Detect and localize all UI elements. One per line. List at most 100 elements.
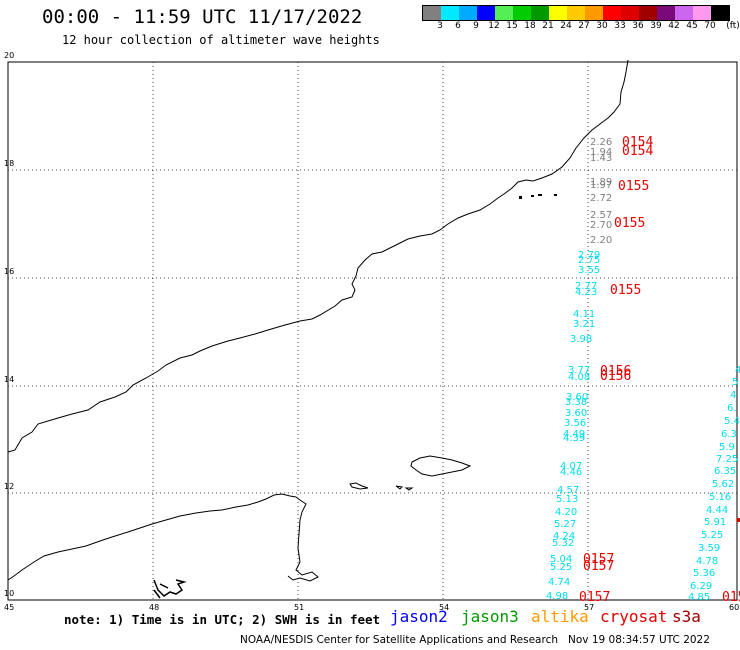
wave-height-value: 2.79 [578,250,600,261]
wave-height-value: 4.98 [546,591,568,602]
wave-height-value: 5.25 [701,530,723,541]
x-tick-label: 45 [4,603,14,612]
pass-time-label: 0154 [622,144,653,159]
y-tick-label: 16 [4,267,14,276]
y-tick-label: 12 [4,482,14,491]
legend-label: 30 [596,21,608,31]
legend-swatch [531,6,549,20]
wave-height-value: 2.75 [578,255,600,266]
island-small-2 [395,485,414,491]
legend-labels: 3 6 9 12 15 18 21 24 27 30 33 36 39 42 45 70 (ft) [422,21,740,33]
wave-height-value: 2.20 [590,235,612,246]
wave-height-value: 3.56 [564,418,586,429]
legend-label: 3 [437,21,443,31]
wave-height-value: 4.24 [553,531,575,542]
island-dot-4 [554,194,557,196]
map-grid [8,62,737,600]
legend-swatch [675,6,693,20]
island-large [410,455,472,477]
x-tick-label: 60 [729,603,739,612]
wave-height-value: 2.72 [590,193,612,204]
wave-height-value: 2.26 [590,137,612,148]
edge-marker [737,518,740,522]
legend-swatch [585,6,603,20]
legend-swatch [513,6,531,20]
pass-time-label: 0155 [618,179,649,194]
map-frame [7,61,738,601]
wave-height-value: 5.9 [719,442,735,453]
satellite-name: s3a [672,607,701,626]
legend-label: 24 [560,21,572,31]
southern-coastline [7,493,319,582]
satellite-name: altika [531,607,589,626]
wave-height-value: 5.32 [552,538,574,549]
legend-label: 12 [488,21,500,31]
legend-label: 9 [473,21,479,31]
wave-height-value: 5.62 [712,479,734,490]
legend-label: 39 [650,21,662,31]
wave-height-value: 6.29 [690,581,712,592]
wave-height-value: 6.3 [721,429,737,440]
legend-label: 33 [614,21,626,31]
wave-height-value: 7.25 [716,454,738,465]
legend-swatch [603,6,621,20]
legend-swatch [477,6,495,20]
legend-swatch [657,6,675,20]
legend-swatch [441,6,459,20]
wave-height-value: 5.25 [550,562,572,573]
wave-height-value: 5.04 [550,554,572,565]
legend-label: 42 [668,21,680,31]
wave-height-value: 4.44 [706,505,728,516]
wave-height-value: 4 [735,365,740,376]
wave-height-value: 1.89 [590,177,612,188]
legend-label: 70 [704,21,716,31]
map-title: 00:00 - 11:59 UTC 11/17/2022 [42,6,363,28]
wave-height-value: 4.74 [548,577,570,588]
satellite-name: jason2 [390,607,448,626]
legend-label: 45 [686,21,698,31]
island-dot-1 [519,196,522,199]
legend-swatch [423,6,441,20]
pass-time-label: 0155 [610,283,641,298]
x-tick-label: 48 [149,603,159,612]
pass-time-label: 0156 [600,369,631,384]
credit-timestamp: Nov 19 08:34:57 UTC 2022 [568,634,710,646]
coastline [7,59,629,453]
wave-height-value: 4.49 [563,429,585,440]
wave-height-value: 4.78 [696,556,718,567]
legend-swatch [549,6,567,20]
wave-height-value: 4.08 [568,372,590,383]
y-tick-label: 18 [4,159,14,168]
legend-swatch [459,6,477,20]
wave-height-value: 4.11 [573,309,595,320]
wave-height-value: 3.98 [570,334,592,345]
pass-time-label: 0156 [600,364,631,379]
x-tick-label: 51 [294,603,304,612]
wave-height-value: 5.36 [693,568,715,579]
wave-height-value: 4.57 [557,485,579,496]
wave-height-value: 3.77 [568,365,590,376]
island-dot-2 [531,195,534,197]
legend-label: 21 [542,21,554,31]
wave-height-value: 4.07 [560,461,582,472]
legend-label: 6 [455,21,461,31]
legend-swatch [621,6,639,20]
wave-height-value: 3.38 [565,397,587,408]
y-tick-label: 14 [4,375,14,384]
legend-swatch [639,6,657,20]
wave-height-value: 4.85 [688,592,710,603]
legend-label: 15 [506,21,518,31]
wave-height-value: 6. [727,403,737,414]
wave-height-value: 5.27 [554,519,576,530]
wave-height-value: 4.46 [560,467,582,478]
wave-height-value: 5 [732,377,738,388]
wave-height-value: 3.60 [566,392,588,403]
legend-unit: (ft) [726,21,740,31]
wave-height-value: 5.16 [709,492,731,503]
wave-height-value: 6.35 [714,466,736,477]
satellite-name: jason3 [461,607,519,626]
legend-label: 36 [632,21,644,31]
y-tick-label: 10 [4,589,14,598]
